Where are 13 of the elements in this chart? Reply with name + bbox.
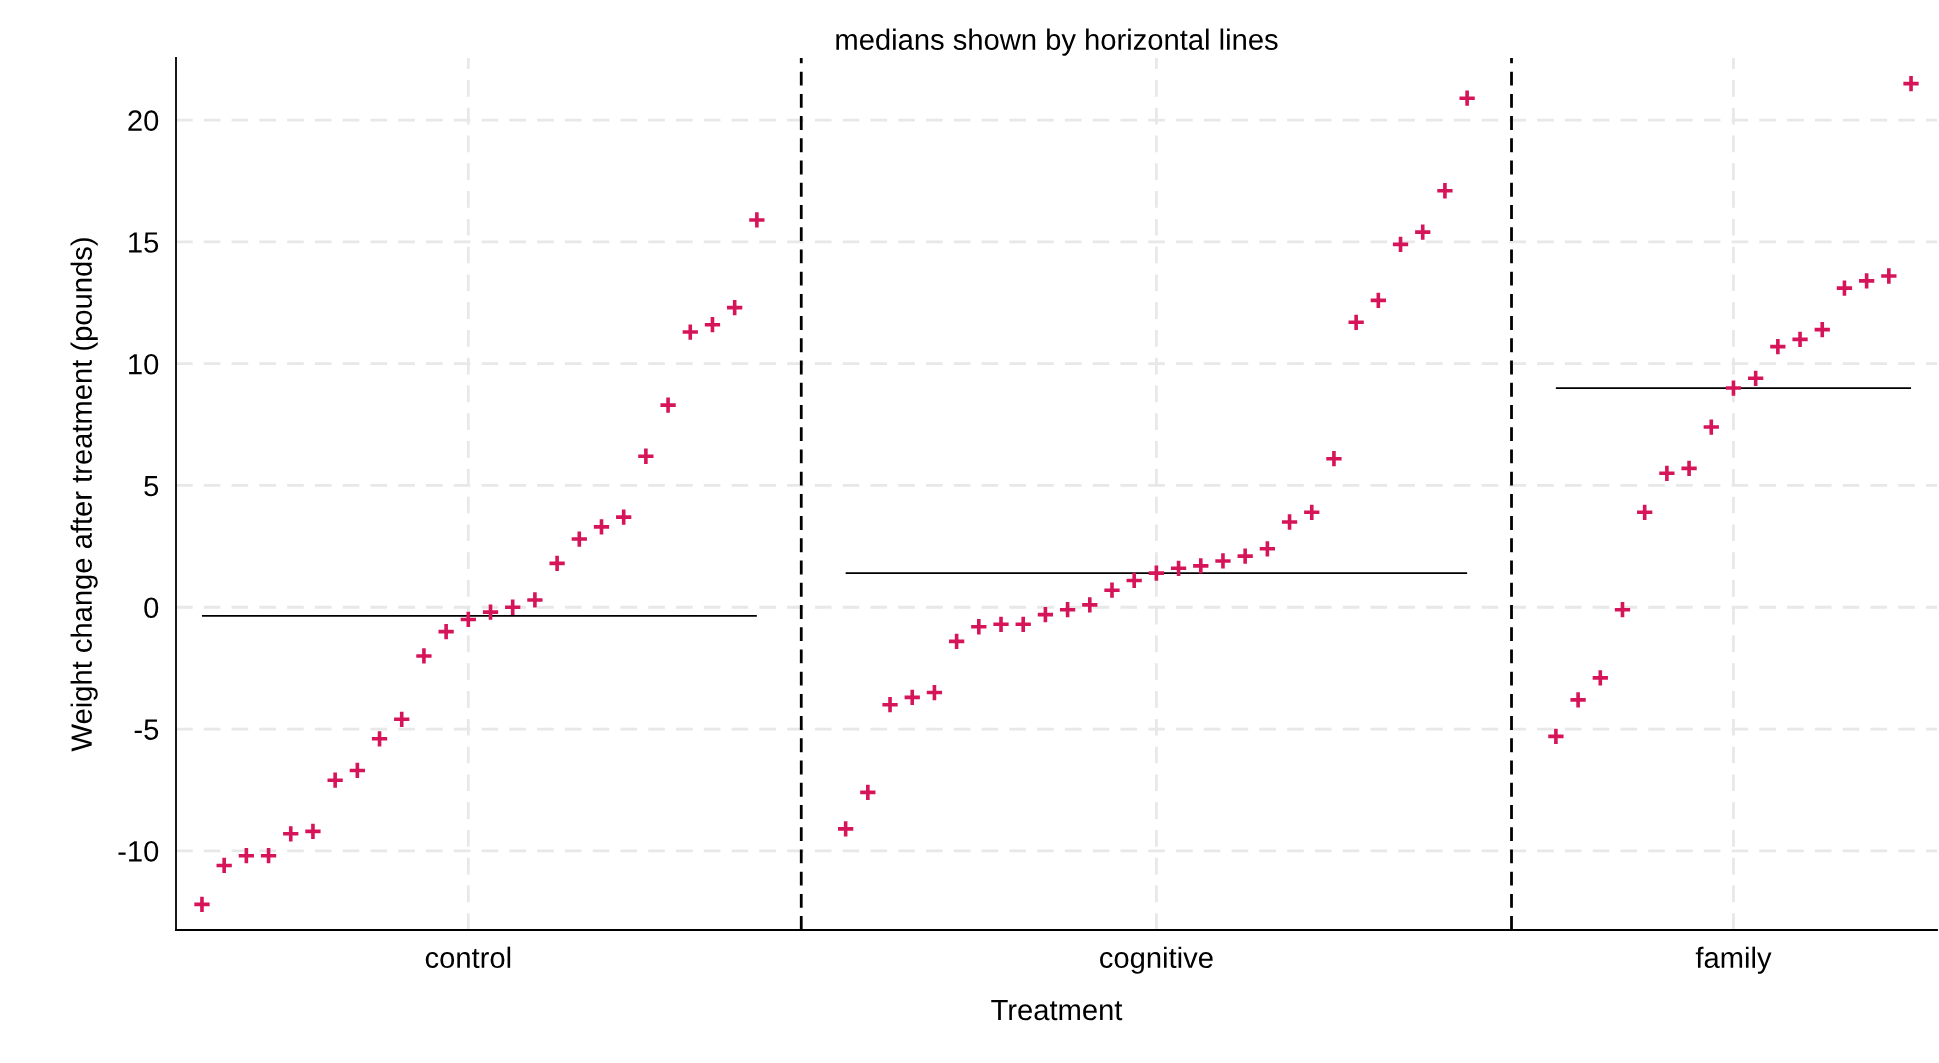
x-tick-label: family xyxy=(1695,946,1772,974)
y-tick-label: 15 xyxy=(129,232,159,253)
y-tick-label: -5 xyxy=(134,719,159,740)
x-tick-label: cognitive xyxy=(1100,946,1213,974)
chart-title: medians shown by horizontal lines xyxy=(836,28,1278,56)
y-tick-label: -10 xyxy=(118,841,159,862)
x-axis-title: Treatment xyxy=(991,999,1123,1021)
y-axis-title: Weight change after treatment (pounds) xyxy=(70,238,98,752)
y-tick-label: 10 xyxy=(129,353,159,375)
y-tick-label: 0 xyxy=(144,597,159,619)
y-tick-label: 5 xyxy=(144,475,159,497)
x-tick-label: control xyxy=(425,946,511,969)
y-tick-label: 20 xyxy=(128,110,159,131)
